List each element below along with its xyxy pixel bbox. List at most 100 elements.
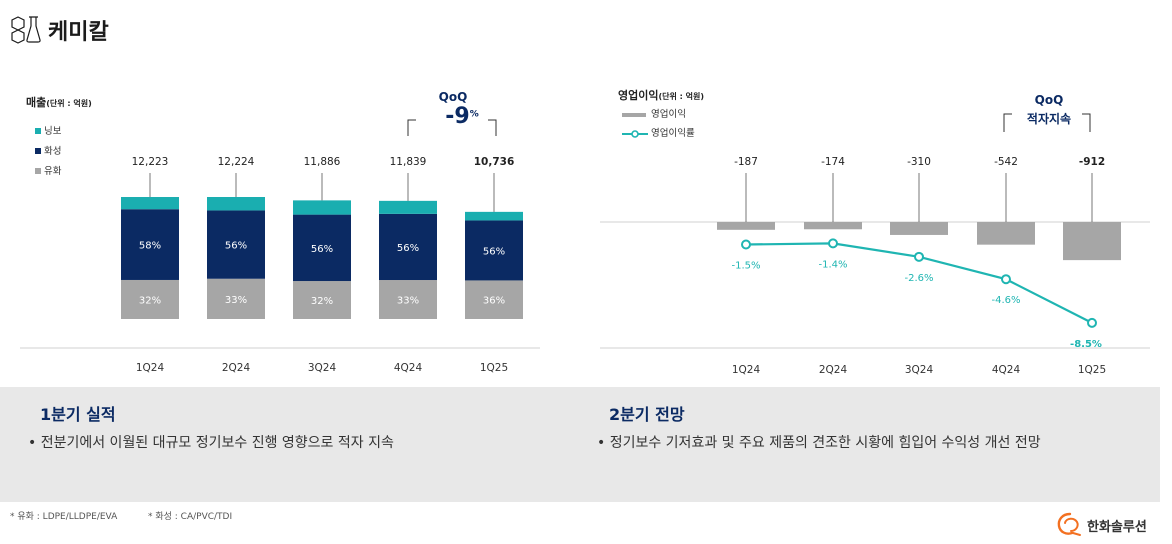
- x-tick-label: 4Q24: [394, 362, 423, 374]
- segment-label: 36%: [483, 296, 505, 307]
- op-chart-title: 영업이익(단위 : 억원): [618, 84, 704, 103]
- chemical-flask-icon: [11, 16, 41, 44]
- page-title: 케미칼: [48, 20, 109, 45]
- op-bar: [804, 222, 862, 230]
- footnote-hwaseong: * 화성 : CA/PVC/TDI: [148, 512, 233, 522]
- op-value-label: -174: [821, 156, 845, 168]
- revenue-qoq-bracket: [407, 119, 497, 136]
- margin-point: [914, 251, 924, 262]
- total-label: 11,886: [304, 156, 341, 168]
- bar-segment-유화: [207, 278, 265, 319]
- segment-label: 33%: [397, 296, 419, 307]
- revenue-title: 매출: [26, 96, 47, 109]
- legend-item-ningbo: 닝보: [35, 123, 61, 137]
- op-title: 영업이익: [618, 89, 659, 102]
- summary-left-text: • 전분기에서 이월된 대규모 정기보수 진행 영향으로 적자 지속: [28, 435, 394, 451]
- margin-label: -1.4%: [818, 259, 847, 270]
- bar-segment-닝보: [121, 197, 179, 210]
- op-chart: -187 1Q24 -174 2Q24 -310 3Q24 -542 4Q24 -912 1Q25…: [600, 156, 1150, 376]
- legend-item-yuhwa: 유화: [35, 163, 61, 177]
- segment-label: 56%: [311, 244, 333, 255]
- x-tick-label: 3Q24: [308, 362, 337, 374]
- margin-label: -1.5%: [731, 261, 760, 272]
- qoq-number: -9: [445, 104, 470, 129]
- op-qoq-bracket: [1003, 113, 1091, 132]
- hanwha-logo-icon: [1057, 512, 1081, 536]
- x-tick-label: 1Q24: [136, 362, 165, 374]
- bar-segment-유화: [121, 279, 179, 319]
- legend-item-op-margin: 영업이익률: [622, 125, 695, 139]
- segment-label: 32%: [311, 296, 333, 307]
- x-tick-label: 1Q25: [1078, 364, 1106, 376]
- legend-label: 화성: [44, 146, 62, 157]
- legend-swatch: [35, 128, 41, 134]
- margin-point: [741, 239, 751, 250]
- revenue-unit: (단위 : 억원): [46, 99, 92, 108]
- bar-segment-화성: [207, 210, 265, 279]
- legend-swatch: [35, 148, 41, 154]
- revenue-qoq-label: QoQ: [438, 90, 468, 104]
- legend-label: 닝보: [44, 126, 62, 137]
- summary-right-text: • 정기보수 기저효과 및 주요 제품의 견조한 시황에 힘입어 수익성 개선 …: [597, 435, 1041, 451]
- bar-segment-닝보: [293, 200, 351, 215]
- margin-label: -4.6%: [991, 295, 1020, 306]
- legend-item-hwaseong: 화성: [35, 143, 61, 157]
- bar-segment-닝보: [207, 197, 265, 211]
- segment-label: 56%: [483, 246, 505, 257]
- revenue-chart-title: 매출(단위 : 억원): [26, 91, 92, 110]
- bar-segment-유화: [293, 281, 351, 319]
- x-tick-label: 3Q24: [905, 364, 934, 376]
- legend-line-swatch: [622, 129, 648, 138]
- op-value-label: -187: [734, 156, 758, 168]
- op-unit: (단위 : 억원): [658, 92, 705, 101]
- op-bar: [1063, 222, 1121, 261]
- legend-swatch: [622, 112, 646, 117]
- summary-left-title: 1분기 실적: [40, 405, 116, 424]
- legend-label: 영업이익: [651, 109, 686, 120]
- bar-segment-유화: [465, 280, 523, 319]
- margin-point: [1001, 274, 1011, 285]
- op-bar: [977, 222, 1035, 245]
- qoq-unit: %: [469, 109, 479, 120]
- bar-segment-화성: [465, 220, 523, 281]
- segment-label: 56%: [225, 241, 247, 252]
- footnote-yuhwa: * 유화 : LDPE/LLDPE/EVA: [10, 512, 118, 522]
- op-bar: [890, 222, 948, 235]
- op-qoq-label: QoQ: [1034, 93, 1064, 107]
- op-value-label: -542: [994, 156, 1018, 168]
- margin-label: -8.5%: [1070, 339, 1102, 350]
- revenue-qoq-value: -9%: [432, 104, 492, 129]
- legend-label: 영업이익률: [651, 128, 695, 139]
- x-tick-label: 1Q25: [480, 362, 508, 374]
- summary-right-title: 2분기 전망: [609, 405, 685, 424]
- legend-swatch: [35, 168, 41, 174]
- op-value-label: -310: [907, 156, 931, 168]
- margin-point: [1087, 317, 1097, 328]
- brand-name: 한화솔루션: [1087, 520, 1147, 535]
- segment-label: 32%: [139, 295, 161, 306]
- op-qoq-value: 적자지속: [1026, 112, 1072, 126]
- x-tick-label: 4Q24: [992, 364, 1021, 376]
- segment-label: 33%: [225, 295, 247, 306]
- total-label: 12,224: [218, 156, 255, 168]
- x-tick-label: 2Q24: [222, 362, 251, 374]
- x-tick-label: 1Q24: [732, 364, 761, 376]
- summary-panel: [0, 387, 1160, 502]
- legend-item-op-profit: 영업이익: [622, 106, 686, 120]
- bar-segment-닝보: [465, 211, 523, 221]
- total-label: 10,736: [474, 156, 515, 168]
- bar-segment-화성: [121, 209, 179, 280]
- margin-label: -2.6%: [904, 273, 933, 284]
- total-label: 11,839: [390, 156, 427, 168]
- bar-segment-화성: [379, 213, 437, 281]
- legend-label: 유화: [44, 166, 62, 177]
- op-bar: [717, 222, 775, 230]
- revenue-chart: 32% 58% 12,223 1Q24 33% 56% 12,224 2Q24 32% 56% 11…: [20, 156, 540, 374]
- x-tick-label: 2Q24: [819, 364, 848, 376]
- op-value-label: -912: [1079, 156, 1105, 168]
- total-label: 12,223: [132, 156, 169, 168]
- segment-label: 58%: [139, 241, 161, 252]
- margin-point: [828, 238, 838, 249]
- bar-segment-닝보: [379, 200, 437, 214]
- bar-segment-화성: [293, 214, 351, 282]
